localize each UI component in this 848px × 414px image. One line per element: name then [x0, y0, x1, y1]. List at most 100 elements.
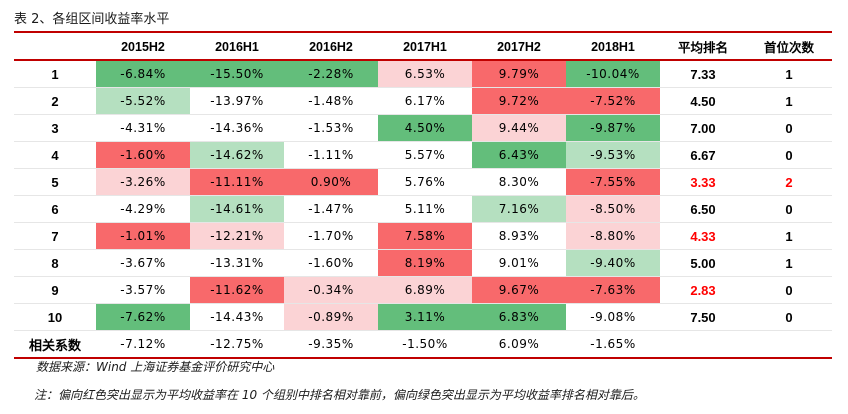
- correlation-cell: -12.75%: [190, 330, 284, 359]
- table-row: 9 -3.57% -11.62% -0.34% 6.89% 9.67% -7.63% 2.83…: [14, 276, 832, 304]
- return-cell: -3.67%: [96, 249, 190, 277]
- table-row: 2 -5.52% -13.97% -1.48% 6.17% 9.72% -7.52% 4.50…: [14, 87, 832, 115]
- return-cell: -1.48%: [284, 87, 378, 115]
- first-count-cell: 1: [746, 249, 832, 277]
- avg-rank-cell: 3.33: [660, 168, 746, 196]
- row-label: 2: [14, 87, 96, 115]
- source-note: 数据来源：Wind 上海证券基金评价研究中心: [36, 360, 275, 374]
- return-cell: 9.44%: [472, 114, 566, 142]
- table-row: 10 -7.62% -14.43% -0.89% 3.11% 6.83% -9.08% 7.5…: [14, 303, 832, 331]
- return-cell: 9.79%: [472, 60, 566, 88]
- return-cell: -14.61%: [190, 195, 284, 223]
- table-row: 7 -1.01% -12.21% -1.70% 7.58% 8.93% -8.80% 4.33…: [14, 222, 832, 250]
- return-cell: 0.90%: [284, 168, 378, 196]
- return-cell: -12.21%: [190, 222, 284, 250]
- return-cell: -9.40%: [566, 249, 660, 277]
- return-cell: -14.62%: [190, 141, 284, 169]
- return-cell: -2.28%: [284, 60, 378, 88]
- table-row: 3 -4.31% -14.36% -1.53% 4.50% 9.44% -9.87% 7.00…: [14, 114, 832, 142]
- return-cell: -13.31%: [190, 249, 284, 277]
- return-cell: 6.17%: [378, 87, 472, 115]
- return-cell: -5.52%: [96, 87, 190, 115]
- return-cell: -3.57%: [96, 276, 190, 304]
- return-cell: -7.62%: [96, 303, 190, 331]
- first-count-cell: 1: [746, 60, 832, 88]
- return-cell: 9.01%: [472, 249, 566, 277]
- return-cell: 6.83%: [472, 303, 566, 331]
- return-cell: -7.63%: [566, 276, 660, 304]
- return-cell: -4.31%: [96, 114, 190, 142]
- return-cell: 8.30%: [472, 168, 566, 196]
- avg-rank-cell: 2.83: [660, 276, 746, 304]
- avg-rank-cell: 6.67: [660, 141, 746, 169]
- correlation-cell: -1.50%: [378, 330, 472, 359]
- empty-cell: [746, 330, 832, 359]
- return-cell: 3.11%: [378, 303, 472, 331]
- first-count-cell: 0: [746, 303, 832, 331]
- return-cell: 5.57%: [378, 141, 472, 169]
- return-cell: -4.29%: [96, 195, 190, 223]
- avg-rank-cell: 7.00: [660, 114, 746, 142]
- row-label: 5: [14, 168, 96, 196]
- header-cell: 2016H1: [190, 34, 284, 61]
- return-cell: 6.89%: [378, 276, 472, 304]
- return-cell: -14.36%: [190, 114, 284, 142]
- return-cell: 7.16%: [472, 195, 566, 223]
- first-count-cell: 1: [746, 222, 832, 250]
- return-cell: 6.43%: [472, 141, 566, 169]
- return-cell: -1.70%: [284, 222, 378, 250]
- return-cell: 9.67%: [472, 276, 566, 304]
- return-cell: -1.53%: [284, 114, 378, 142]
- avg-rank-cell: 4.33: [660, 222, 746, 250]
- avg-rank-cell: 6.50: [660, 195, 746, 223]
- header-cell: 首位次数: [746, 34, 832, 61]
- top-rule: [14, 31, 832, 33]
- return-cell: -1.11%: [284, 141, 378, 169]
- return-cell: -10.04%: [566, 60, 660, 88]
- first-count-cell: 0: [746, 195, 832, 223]
- return-cell: -14.43%: [190, 303, 284, 331]
- return-cell: -7.52%: [566, 87, 660, 115]
- return-cell: -15.50%: [190, 60, 284, 88]
- remark-note: 注：偏向红色突出显示为平均收益率在 10 个组别中排名相对靠前，偏向绿色突出显示…: [34, 388, 645, 402]
- table-title: 表 2、各组区间收益率水平: [14, 12, 170, 27]
- return-cell: 5.11%: [378, 195, 472, 223]
- return-cell: -9.08%: [566, 303, 660, 331]
- header-cell: 2017H1: [378, 34, 472, 61]
- avg-rank-cell: 4.50: [660, 87, 746, 115]
- return-cell: -0.89%: [284, 303, 378, 331]
- avg-rank-cell: 7.50: [660, 303, 746, 331]
- row-label: 8: [14, 249, 96, 277]
- correlation-cell: -1.65%: [566, 330, 660, 359]
- correlation-cell: 6.09%: [472, 330, 566, 359]
- table-row: 4 -1.60% -14.62% -1.11% 5.57% 6.43% -9.53% 6.67…: [14, 141, 832, 169]
- first-count-cell: 0: [746, 141, 832, 169]
- table-body: 1 -6.84% -15.50% -2.28% 6.53% 9.79% -10.04% 7.3…: [14, 60, 832, 359]
- return-cell: -9.53%: [566, 141, 660, 169]
- table-row: 1 -6.84% -15.50% -2.28% 6.53% 9.79% -10.04% 7.3…: [14, 60, 832, 88]
- return-cell: 8.19%: [378, 249, 472, 277]
- return-cell: 7.58%: [378, 222, 472, 250]
- avg-rank-cell: 5.00: [660, 249, 746, 277]
- return-cell: -9.87%: [566, 114, 660, 142]
- row-label: 3: [14, 114, 96, 142]
- correlation-row: 相关系数 -7.12% -12.75% -9.35% -1.50% 6.09% -1.65%: [14, 330, 832, 359]
- return-cell: 9.72%: [472, 87, 566, 115]
- row-label: 9: [14, 276, 96, 304]
- row-label: 1: [14, 60, 96, 88]
- header-cell: 2018H1: [566, 34, 660, 61]
- header-row: 2015H2 2016H1 2016H2 2017H1 2017H2 2018H…: [14, 34, 832, 61]
- return-cell: -0.34%: [284, 276, 378, 304]
- correlation-cell: -9.35%: [284, 330, 378, 359]
- first-count-cell: 0: [746, 276, 832, 304]
- return-cell: -11.11%: [190, 168, 284, 196]
- correlation-cell: -7.12%: [96, 330, 190, 359]
- header-cell: [14, 34, 96, 61]
- return-cell: -13.97%: [190, 87, 284, 115]
- return-cell: -8.80%: [566, 222, 660, 250]
- first-count-cell: 1: [746, 87, 832, 115]
- table-row: 6 -4.29% -14.61% -1.47% 5.11% 7.16% -8.50% 6.50…: [14, 195, 832, 223]
- return-cell: -11.62%: [190, 276, 284, 304]
- avg-rank-cell: 7.33: [660, 60, 746, 88]
- first-count-cell: 2: [746, 168, 832, 196]
